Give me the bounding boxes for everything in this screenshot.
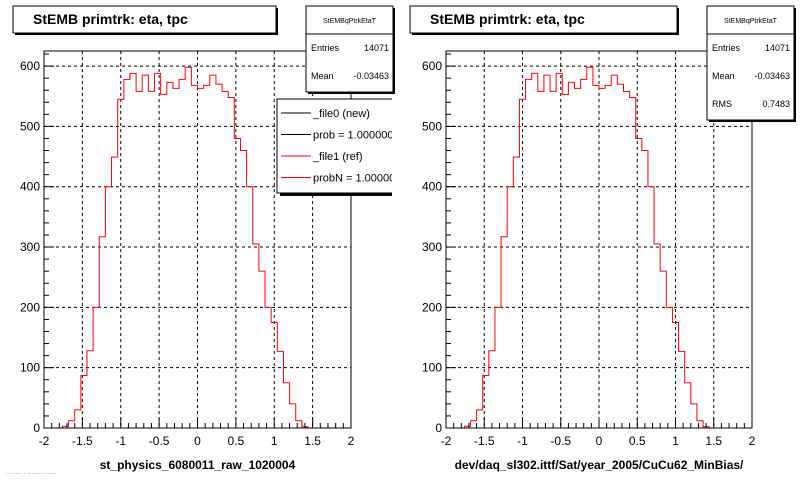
left-histogram-line — [44, 66, 351, 429]
right-y-tick-label: 100 — [422, 361, 442, 375]
footer-text: ........ . ............... — [6, 469, 57, 476]
right-x-tick-label: 0.5 — [629, 434, 646, 448]
left-stats-box — [305, 5, 394, 93]
right-y-tick-label: 300 — [422, 240, 442, 254]
right-y-tick-label: 600 — [422, 59, 442, 73]
legend: _file0 (new) prob = 1.000000 _file1 (ref) p… — [276, 98, 401, 196]
left-stats-label: Entries — [311, 43, 340, 53]
left-x-tick-label: 2 — [348, 434, 355, 448]
legend-entry-1: prob = 1.000000 — [313, 130, 393, 142]
legend-box — [276, 98, 392, 194]
left-x-tick-label: 1 — [271, 434, 278, 448]
left-y-tick-label: 0 — [33, 421, 40, 435]
left-x-tick-label: -1 — [115, 434, 126, 448]
right-y-tick-label: 500 — [422, 119, 442, 133]
left-stats-label: Mean — [311, 71, 334, 81]
right-stats-label: RMS — [712, 99, 732, 109]
right-y-tick-label: 0 — [435, 421, 442, 435]
right-stats-label: Entries — [712, 43, 741, 53]
right-histogram-line — [446, 66, 752, 429]
right-y-tick-label: 400 — [422, 180, 442, 194]
right-x-tick-label: -0.5 — [550, 434, 571, 448]
left-y-tick-label: 400 — [20, 180, 40, 194]
right-stats-label: Mean — [712, 71, 735, 81]
left-x-axis-label: st_physics_6080011_raw_1020004 — [100, 458, 296, 472]
left-y-tick-label: 500 — [20, 119, 40, 133]
left-stats-name: StEMBqPtrkEtaT — [323, 18, 377, 25]
right-x-tick-label: 0 — [596, 434, 603, 448]
right-x-tick-label: 1.5 — [705, 434, 722, 448]
left-title-box — [12, 5, 277, 34]
right-x-tick-label: 2 — [749, 434, 756, 448]
legend-entry-0: _file0 (new) — [312, 108, 370, 120]
right-x-tick-label: 1 — [672, 434, 679, 448]
left-chart-title: StEMB primtrk: eta, tpc — [33, 11, 188, 27]
legend-entry-3: probN = 1.000000 — [313, 173, 401, 185]
right-chart-title: StEMB primtrk: eta, tpc — [430, 11, 585, 27]
right-x-tick-label: -2 — [441, 434, 452, 448]
left-stats-value: -0.03463 — [353, 71, 389, 81]
left-x-tick-label: -1.5 — [72, 434, 93, 448]
legend-entry-2: _file1 (ref) — [312, 151, 363, 163]
left-x-tick-label: 1.5 — [304, 434, 321, 448]
right-y-tick-label: 200 — [422, 300, 442, 314]
left-y-tick-label: 600 — [20, 59, 40, 73]
right-stats-name: StEMBqPtrkEtaT — [724, 18, 778, 25]
right-title-box — [409, 5, 678, 34]
left-y-tick-label: 200 — [20, 300, 40, 314]
right-stats-value: -0.03463 — [754, 71, 790, 81]
right-stats-box — [706, 5, 795, 121]
right-x-tick-label: -1.5 — [474, 434, 495, 448]
left-x-tick-label: 0.5 — [228, 434, 245, 448]
right-stats-value: 14071 — [765, 43, 790, 53]
right-x-axis-label: dev/daq_sl302.ittf/Sat/year_2005/CuCu62_… — [455, 458, 744, 472]
left-x-tick-label: -0.5 — [149, 434, 170, 448]
left-x-tick-label: -2 — [39, 434, 50, 448]
left-y-tick-label: 300 — [20, 240, 40, 254]
right-x-tick-label: -1 — [517, 434, 528, 448]
right-stats-value: 0.7483 — [762, 99, 790, 109]
left-stats-value: 14071 — [364, 43, 389, 53]
left-x-tick-label: 0 — [194, 434, 201, 448]
left-y-tick-label: 100 — [20, 361, 40, 375]
